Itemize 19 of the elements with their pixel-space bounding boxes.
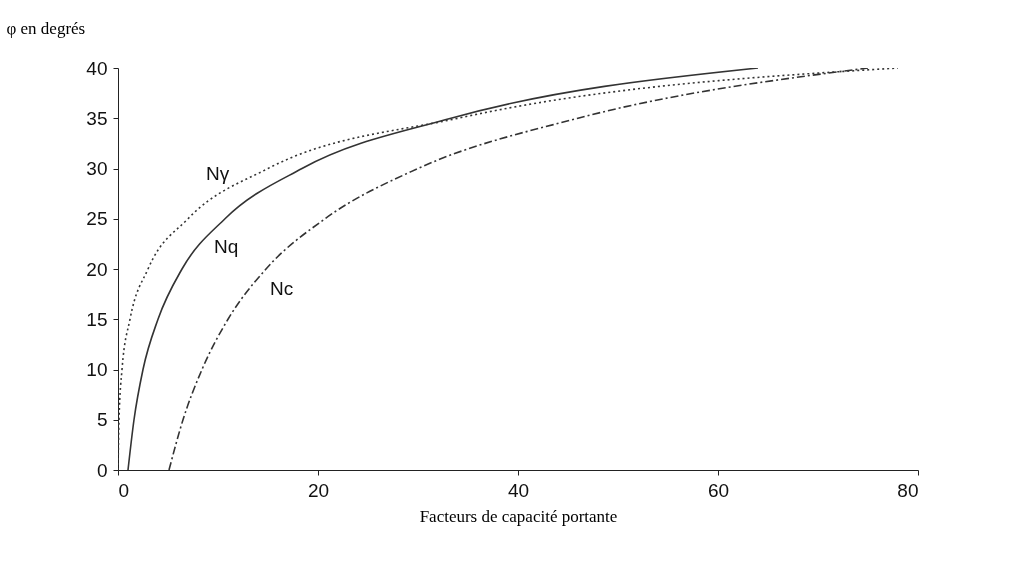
x-tick-label: 40 (507, 479, 530, 501)
series-label: Nγ (206, 162, 230, 184)
y-axis-title: φ en degrés (6, 18, 86, 38)
y-tick-label: 0 (96, 459, 108, 481)
y-tick-label: 5 (96, 409, 108, 431)
y-tick-label: 30 (86, 158, 108, 179)
y-tick-label: 25 (86, 208, 108, 230)
y-tick-label: 35 (86, 107, 108, 129)
x-axis-title: Facteurs de capacité portante (419, 506, 618, 526)
series-label: Nq (214, 236, 239, 257)
x-tick-label: 80 (897, 479, 919, 501)
y-tick-label: 15 (86, 308, 108, 330)
x-tick-label: 0 (118, 479, 130, 501)
y-tick-label: 10 (86, 359, 108, 380)
y-tick-label: 40 (86, 57, 108, 79)
x-tick-label: 60 (707, 479, 730, 501)
series-label: Nc (270, 278, 294, 300)
x-tick-label: 20 (307, 479, 330, 501)
y-tick-label: 20 (86, 258, 108, 280)
